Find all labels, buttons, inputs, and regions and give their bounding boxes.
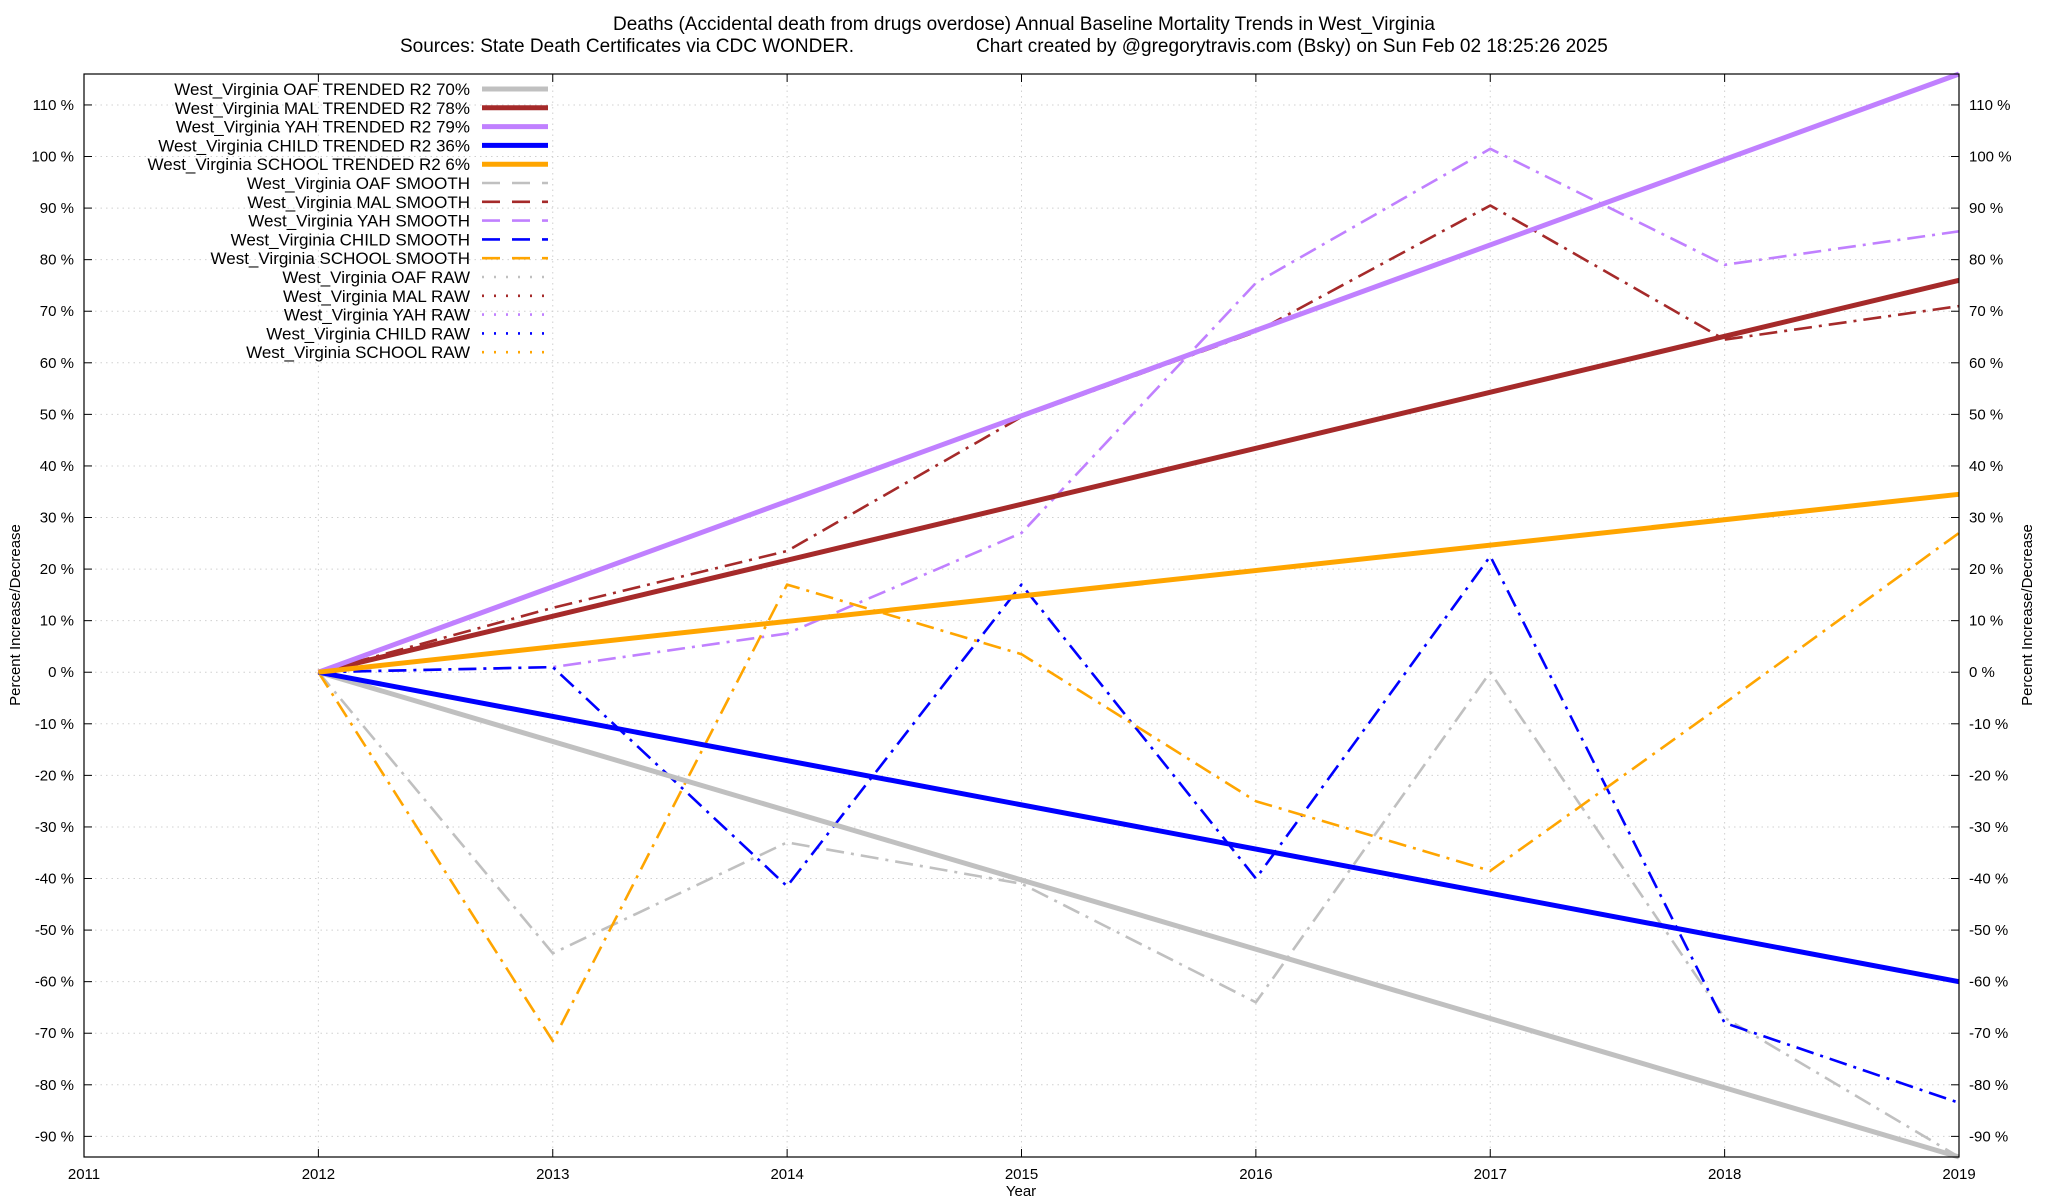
series-line-west-virginia-mal-smooth (318, 204, 1960, 674)
y-tick-label: -90 % (35, 1128, 74, 1145)
axis-ticks: -90 % -90 % -80 % -80 % -70 % -70 % -60 % -60 %… (31, 74, 2012, 1183)
y-tick-label: -80 % (35, 1077, 74, 1094)
y-tick-label: -20 % (35, 767, 74, 784)
plot-frame (83, 73, 1960, 1158)
y-tick-label-right: 10 % (1969, 613, 2003, 630)
y-tick-label-right: 40 % (1969, 458, 2003, 475)
series-line-west-virginia-school-smooth (317, 531, 1960, 1043)
series-lines (317, 71, 1960, 1160)
y-tick-label: 70 % (40, 303, 74, 320)
x-tick-label: 2011 (68, 1166, 100, 1183)
y-axis-label-left: Percent Increase/Decrease (7, 524, 24, 706)
legend-label: West_Virginia YAH SMOOTH (248, 212, 470, 231)
x-tick-label: 2016 (1239, 1166, 1272, 1183)
y-tick-label-right: 20 % (1969, 561, 2003, 578)
legend: West_Virginia OAF TRENDED R2 70%West_Vir… (148, 80, 548, 362)
y-tick-label-right: 50 % (1969, 406, 2003, 423)
y-tick-label-right: -50 % (1969, 922, 2008, 939)
y-tick-label: -10 % (35, 716, 74, 733)
y-tick-label: -50 % (35, 922, 74, 939)
chart-subtitle-credit: Chart created by @gregorytravis.com (Bsk… (976, 36, 1608, 57)
x-tick-label: 2014 (770, 1166, 803, 1183)
series-line-west-virginia-oaf-trended-r2-70 (317, 669, 1960, 1160)
y-tick-label: 110 % (33, 97, 74, 114)
x-axis-label: Year (1006, 1183, 1036, 1200)
y-tick-label: 80 % (40, 252, 74, 269)
y-tick-label-right: 30 % (1969, 510, 2003, 527)
y-tick-label: 0 % (48, 664, 74, 681)
x-tick-label: 2012 (302, 1166, 335, 1183)
series-line-west-virginia-yah-smooth (318, 147, 1960, 674)
y-tick-label: 90 % (40, 200, 74, 217)
series-line-west-virginia-school-trended-r2-6 (318, 491, 1960, 675)
y-tick-label-right: -30 % (1969, 819, 2008, 836)
legend-label: West_Virginia YAH RAW (284, 306, 470, 325)
legend-label: West_Virginia SCHOOL SMOOTH (211, 249, 470, 268)
legend-label: West_Virginia SCHOOL TRENDED R2 6% (148, 155, 470, 174)
series-line-west-virginia-child-smooth (318, 554, 1960, 1105)
legend-label: West_Virginia OAF TRENDED R2 70% (174, 80, 470, 99)
y-tick-label-right: 80 % (1969, 252, 2003, 269)
y-tick-label: 20 % (40, 561, 74, 578)
y-tick-label-right: 0 % (1969, 664, 1995, 681)
y-tick-label-right: 110 % (1969, 97, 2010, 114)
legend-label: West_Virginia MAL TRENDED R2 78% (175, 99, 470, 118)
legend-label: West_Virginia OAF SMOOTH (247, 174, 470, 193)
x-tick-label: 2013 (536, 1166, 569, 1183)
x-tick-label: 2019 (1942, 1166, 1975, 1183)
x-tick-label: 2018 (1708, 1166, 1741, 1183)
legend-label: West_Virginia CHILD TRENDED R2 36% (158, 136, 470, 155)
legend-label: West_Virginia CHILD RAW (266, 324, 470, 343)
y-tick-label-right: -10 % (1969, 716, 2008, 733)
series-line-west-virginia-child-trended-r2-36 (317, 669, 1960, 985)
y-tick-label-right: -90 % (1969, 1128, 2008, 1145)
y-tick-label-right: -40 % (1969, 871, 2008, 888)
y-tick-label: 40 % (40, 458, 74, 475)
legend-label: West_Virginia OAF RAW (282, 268, 470, 287)
y-tick-label-right: 100 % (1969, 149, 2012, 166)
chart-title: Deaths (Accidental death from drugs over… (613, 14, 1435, 35)
series-line-west-virginia-oaf-smooth (317, 670, 1960, 1159)
y-tick-label: -30 % (35, 819, 74, 836)
series-line-west-virginia-mal-trended-r2-78 (317, 277, 1960, 675)
y-tick-label-right: 60 % (1969, 355, 2003, 372)
legend-label: West_Virginia MAL SMOOTH (247, 193, 470, 212)
x-tick-label: 2015 (1005, 1166, 1038, 1183)
y-tick-label-right: -70 % (1969, 1025, 2008, 1042)
y-axis-label-right: Percent Increase/Decrease (2019, 524, 2036, 706)
y-tick-label-right: 70 % (1969, 303, 2003, 320)
y-tick-label: 30 % (40, 510, 74, 527)
y-tick-label: 10 % (40, 613, 74, 630)
legend-label: West_Virginia MAL RAW (283, 287, 470, 306)
y-tick-label-right: -20 % (1969, 767, 2008, 784)
chart-subtitle-sources: Sources: State Death Certificates via CD… (400, 36, 854, 57)
y-tick-label-right: 90 % (1969, 200, 2003, 217)
y-tick-label: 50 % (40, 406, 74, 423)
y-tick-label: -40 % (35, 871, 74, 888)
y-tick-label-right: -60 % (1969, 974, 2008, 991)
legend-label: West_Virginia SCHOOL RAW (246, 343, 470, 362)
y-tick-label-right: -80 % (1969, 1077, 2008, 1094)
series-line-west-virginia-yah-trended-r2-79 (317, 71, 1960, 675)
y-tick-label: 100 % (31, 149, 74, 166)
legend-label: West_Virginia CHILD SMOOTH (231, 230, 470, 249)
y-tick-label: -60 % (35, 974, 74, 991)
y-tick-label: 60 % (40, 355, 74, 372)
legend-label: West_Virginia YAH TRENDED R2 79% (176, 118, 470, 137)
x-tick-label: 2017 (1474, 1166, 1507, 1183)
y-tick-label: -70 % (35, 1025, 74, 1042)
